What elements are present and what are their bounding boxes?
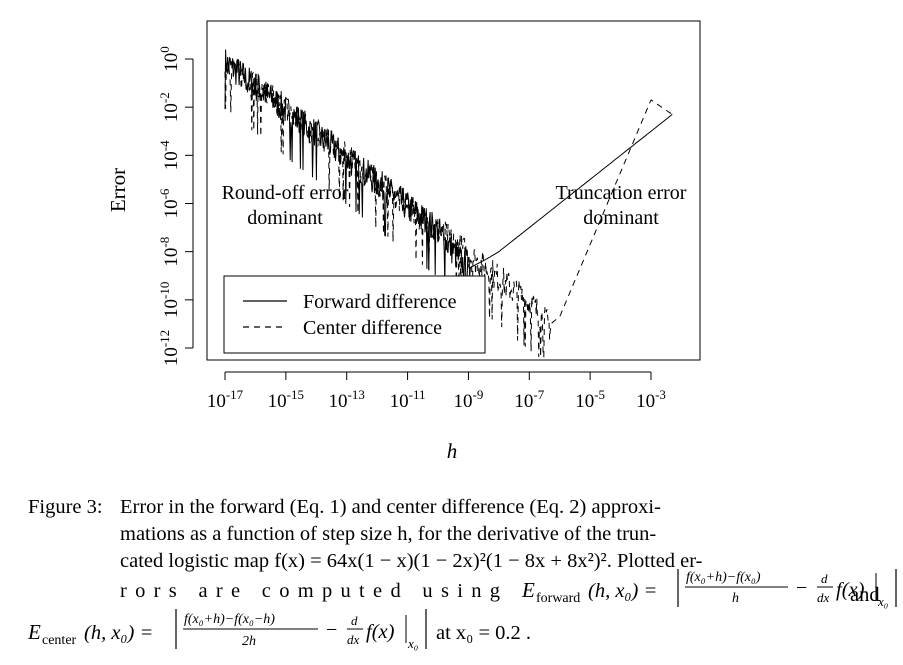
center-minus-sign: − xyxy=(326,619,337,641)
forward-denominator: h xyxy=(732,591,739,606)
caption-and-word: and xyxy=(850,584,880,606)
center-deriv-denominator: dx xyxy=(347,632,360,647)
annotation-truncation: Truncation error dominant xyxy=(556,182,687,229)
center-subscript: center xyxy=(42,633,77,648)
center-numerator: f(x₀+h)−f(x₀−h) xyxy=(184,612,275,627)
y-tick-label: 100 xyxy=(157,46,182,72)
annotation-truncation-line1: Truncation error xyxy=(556,182,687,204)
caption-line-2: mations as a function of step size h, fo… xyxy=(120,523,657,545)
and-word-holder: and xyxy=(850,584,880,606)
x-tick-label: 10-17 xyxy=(207,387,244,412)
x-tick-label: 10-13 xyxy=(329,387,365,412)
center-denominator: 2h xyxy=(242,634,256,649)
deriv-denominator: dx xyxy=(817,590,830,605)
forward-numerator: f(x₀+h)−f(x₀) xyxy=(686,570,761,585)
y-axis: 10-12 10-10 10-8 10-6 10-4 10-2 100 xyxy=(157,46,194,366)
center-deriv-numerator: d xyxy=(351,613,358,628)
caption-line-4: rors are computed using E forward (h, x₀… xyxy=(120,569,897,611)
legend-box xyxy=(223,275,486,354)
legend: Forward difference Center difference xyxy=(223,275,486,354)
x-tick-label: 10-7 xyxy=(514,387,544,412)
eval-subscript: x₀ xyxy=(877,594,888,609)
caption-body: Error in the forward (Eq. 1) and center … xyxy=(27,494,897,653)
legend-label-center: Center difference xyxy=(303,317,442,339)
y-tick-label: 10-8 xyxy=(157,237,182,267)
y-axis-label: Error xyxy=(106,168,130,212)
forward-args: (h, x₀) = xyxy=(588,580,657,602)
annotation-roundoff-line2: dominant xyxy=(247,207,323,229)
y-tick-label: 10-2 xyxy=(157,92,182,122)
y-tick-label: 10-12 xyxy=(157,330,182,366)
deriv-body: f(x) xyxy=(836,579,865,601)
center-args: (h, x₀) = xyxy=(84,622,153,644)
plot-frame xyxy=(206,20,701,361)
center-symbol: E xyxy=(27,620,41,644)
x-tick-label: 10-5 xyxy=(575,387,605,412)
x-axis-label: h xyxy=(447,439,458,463)
forward-error-formula: rors are computed using E forward (h, x₀… xyxy=(120,569,897,609)
forward-subscript: forward xyxy=(536,591,580,606)
center-error-formula: E center (h, x₀) = f(x₀+h)−f(x₀−h) 2h − … xyxy=(27,609,531,651)
caption-line4-pre: rors are computed using xyxy=(120,580,500,602)
caption-line-3: cated logistic map f(x) = 64x(1 − x)(1 −… xyxy=(120,550,703,572)
caption-line-5: E center (h, x₀) = f(x₀+h)−f(x₀−h) 2h − … xyxy=(27,609,890,653)
center-deriv-body: f(x) xyxy=(366,621,395,643)
annotation-roundoff: Round-off error dominant xyxy=(222,182,349,229)
series-forward-difference xyxy=(224,49,673,286)
x-axis: 10-17 10-15 10-13 10-11 10-9 10-7 10-5 10-3 xyxy=(207,371,666,412)
caption-line-1: Error in the forward (Eq. 1) and center … xyxy=(120,496,661,518)
minus-sign: − xyxy=(796,577,807,599)
x-tick-label: 10-3 xyxy=(636,387,666,412)
x-tick-label: 10-11 xyxy=(390,387,426,412)
caption-label: Figure 3: xyxy=(28,496,103,518)
x-tick-label: 10-9 xyxy=(454,387,484,412)
annotation-roundoff-line1: Round-off error xyxy=(222,182,349,204)
annotation-truncation-line2: dominant xyxy=(583,207,659,229)
x-tick-label: 10-15 xyxy=(268,387,304,412)
y-tick-label: 10-4 xyxy=(157,140,182,170)
deriv-numerator: d xyxy=(821,571,828,586)
error-plot: 10-17 10-15 10-13 10-11 10-9 10-7 10-5 10-3 10-… xyxy=(106,20,701,463)
caption-tail: at x₀ = 0.2 . xyxy=(436,622,531,644)
y-tick-label: 10-6 xyxy=(157,188,182,218)
center-eval-subscript: x₀ xyxy=(407,636,418,651)
forward-symbol: E xyxy=(521,578,535,602)
y-tick-label: 10-10 xyxy=(157,282,182,318)
series-layer xyxy=(224,49,673,358)
legend-label-forward: Forward difference xyxy=(303,291,457,313)
